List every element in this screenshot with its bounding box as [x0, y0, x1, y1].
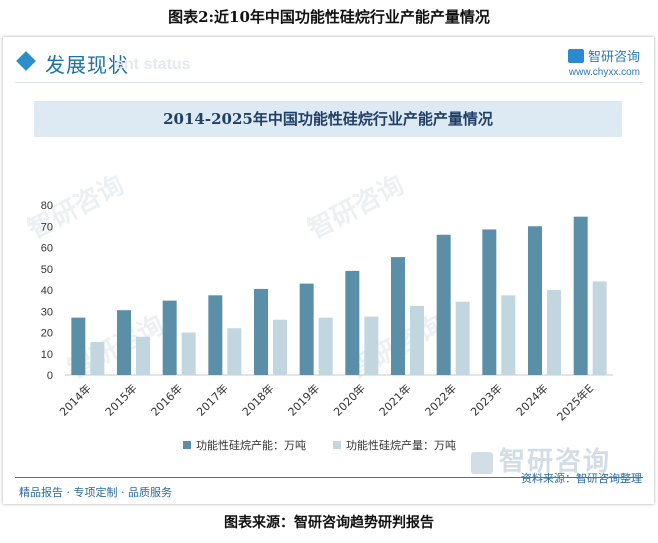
chart-card: 智研咨询 智研咨询 智研咨询 智研咨询 发展现状 ent status 智研咨询…: [3, 37, 654, 504]
capacity-bar: [573, 216, 588, 375]
capacity-bar: [528, 226, 542, 375]
x-tick-label: 2014年: [56, 381, 93, 418]
section-ghost-text: ent status: [115, 56, 191, 73]
figure-title: 图表2:近10年中国功能性硅烷行业产能产量情况: [168, 8, 490, 26]
footer-slogan: 精品报告 · 专项定制 · 品质服务: [19, 486, 172, 499]
section-header: 发展现状 ent status: [15, 49, 255, 77]
x-tick-label: 2020年: [330, 381, 367, 418]
x-tick-label: 2015年: [102, 381, 139, 418]
capacity-bar: [299, 283, 314, 375]
x-tick-label: 2025年E: [554, 381, 596, 423]
y-tick-label: 10: [41, 349, 53, 361]
source-note: 资料来源：智研咨询整理: [521, 472, 642, 485]
output-bar: [592, 281, 607, 375]
brand-block: 智研咨询 www.chyxx.com: [510, 45, 640, 78]
capacity-bar: [391, 257, 405, 375]
x-tick-label: 2023年: [467, 381, 504, 418]
output-bar: [227, 328, 242, 375]
output-bar: [547, 290, 561, 375]
brand-url: www.chyxx.com: [568, 67, 640, 78]
x-tick-label: 2016年: [148, 381, 185, 418]
brand-logo-icon: [567, 48, 584, 63]
capacity-bar: [345, 270, 360, 375]
capacity-bar: [162, 300, 177, 375]
capacity-bar: [482, 229, 497, 375]
y-tick-label: 50: [41, 264, 53, 276]
x-tick-label: 2024年: [513, 381, 550, 418]
x-tick-label: 2017年: [193, 381, 230, 418]
header-divider: [15, 82, 643, 83]
output-bar: [410, 305, 424, 375]
legend-label: 功能性硅烷产量：万吨: [346, 438, 456, 452]
legend-swatch: [333, 441, 341, 449]
chart-title: 2014-2025年中国功能性硅烷行业产能产量情况: [34, 101, 622, 137]
y-tick-label: 0: [47, 370, 53, 382]
output-bar: [318, 317, 333, 375]
footer-logo-text: 智研咨询: [499, 447, 612, 477]
output-bar: [273, 319, 287, 375]
output-bar: [455, 301, 470, 375]
capacity-bar: [208, 295, 223, 375]
capacity-bar: [117, 310, 131, 375]
y-tick-label: 70: [41, 221, 53, 233]
section-title: 发展现状: [45, 53, 129, 77]
capacity-bar: [436, 234, 451, 375]
output-bar: [90, 342, 105, 375]
y-tick-label: 40: [41, 285, 53, 297]
output-bar: [364, 316, 379, 375]
x-tick-label: 2021年: [376, 381, 413, 418]
output-bar: [181, 332, 196, 375]
figure-caption: 图表来源：智研咨询趋势研判报告: [224, 515, 434, 531]
x-tick-label: 2019年: [285, 381, 322, 418]
output-bar: [501, 295, 516, 375]
legend-swatch: [183, 441, 191, 449]
capacity-bar: [254, 288, 268, 375]
capacity-bar: [71, 317, 86, 375]
y-tick-label: 30: [41, 306, 53, 318]
y-tick-label: 20: [41, 328, 53, 340]
x-tick-label: 2022年: [422, 381, 459, 418]
brand-name: 智研咨询: [587, 50, 640, 65]
legend-label: 功能性硅烷产能：万吨: [196, 438, 306, 452]
y-tick-label: 60: [41, 243, 53, 255]
y-tick-label: 80: [41, 200, 53, 212]
footer-logo-icon: [471, 451, 493, 474]
output-bar: [136, 336, 150, 375]
x-tick-label: 2018年: [239, 381, 276, 418]
footer-logo: 智研咨询: [471, 441, 611, 478]
footer-divider: [15, 477, 643, 478]
